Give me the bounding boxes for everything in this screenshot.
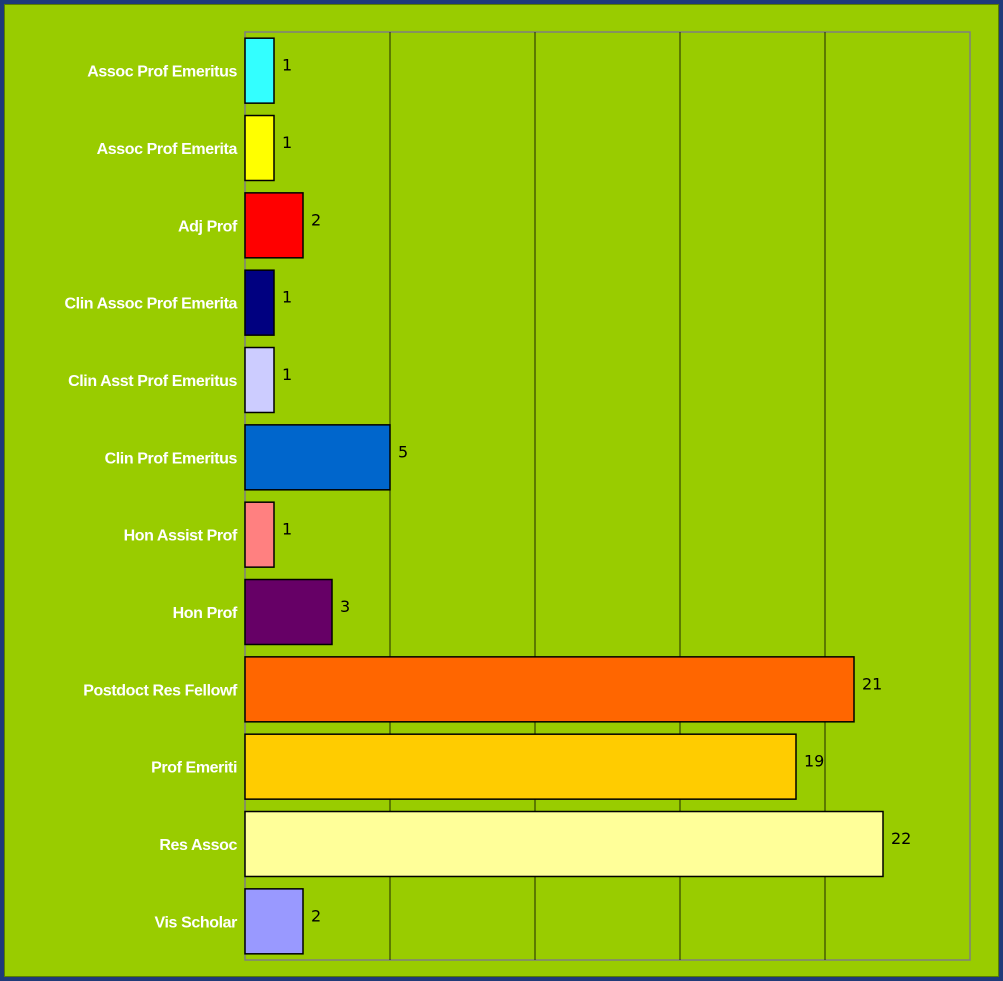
value-label: 1 <box>282 133 292 152</box>
value-label: 1 <box>282 288 292 307</box>
category-label: Adj Prof <box>178 218 238 235</box>
category-label: Postdoct Res Fellowf <box>83 682 238 699</box>
value-label: 3 <box>340 597 350 616</box>
value-label: 1 <box>282 365 292 384</box>
bar <box>244 501 275 568</box>
category-label: Assoc Prof Emeritus <box>87 64 237 81</box>
value-label: 19 <box>804 752 824 771</box>
category-label: Clin Prof Emeritus <box>105 450 238 467</box>
category-labels: Assoc Prof Emeritus Assoc Prof Emerita Adj… <box>65 64 239 932</box>
category-label: Prof Emeriti <box>151 760 237 777</box>
value-label: 1 <box>282 56 292 75</box>
bar-chart: Assoc Prof Emeritus Assoc Prof Emerita Adj… <box>65 31 971 961</box>
bar <box>244 192 304 259</box>
value-label: 1 <box>282 520 292 539</box>
bar <box>244 733 797 800</box>
category-label: Assoc Prof Emerita <box>97 141 238 158</box>
value-label: 2 <box>311 906 321 925</box>
bar <box>244 578 333 646</box>
bars <box>244 37 884 955</box>
category-label: Clin Asst Prof Emeritus <box>68 373 237 390</box>
bar <box>244 269 275 336</box>
bar <box>244 810 884 878</box>
category-label: Clin Assoc Prof Emerita <box>65 296 238 313</box>
bar <box>244 888 304 955</box>
category-label: Vis Scholar <box>155 914 238 931</box>
chart-frame: Assoc Prof Emeritus Assoc Prof Emerita Adj… <box>4 4 999 977</box>
plot-area <box>244 31 971 961</box>
value-label: 22 <box>891 829 911 848</box>
category-label: Hon Assist Prof <box>124 528 238 545</box>
bar <box>244 37 275 104</box>
value-label: 21 <box>862 674 882 693</box>
category-label: Hon Prof <box>173 605 238 622</box>
gridlines <box>389 32 826 960</box>
bar <box>244 424 391 491</box>
value-label: 5 <box>398 442 408 461</box>
bar <box>244 656 855 723</box>
bar <box>244 346 275 414</box>
value-label: 2 <box>311 210 321 229</box>
bar <box>244 114 275 182</box>
category-label: Res Assoc <box>159 837 237 854</box>
